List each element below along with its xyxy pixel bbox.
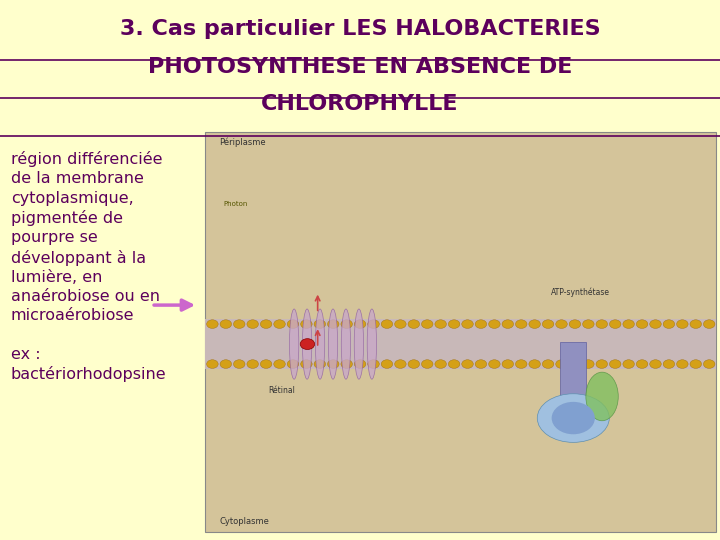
- Circle shape: [395, 360, 406, 368]
- Circle shape: [570, 320, 581, 328]
- Circle shape: [623, 360, 634, 368]
- Ellipse shape: [367, 309, 377, 379]
- Circle shape: [314, 360, 325, 368]
- Circle shape: [703, 320, 715, 328]
- Circle shape: [395, 320, 406, 328]
- Circle shape: [435, 320, 446, 328]
- Ellipse shape: [552, 402, 595, 434]
- Ellipse shape: [289, 309, 299, 379]
- Circle shape: [677, 320, 688, 328]
- Circle shape: [542, 320, 554, 328]
- Circle shape: [328, 360, 339, 368]
- Circle shape: [435, 360, 446, 368]
- Circle shape: [570, 360, 581, 368]
- Circle shape: [287, 320, 299, 328]
- Circle shape: [542, 360, 554, 368]
- Circle shape: [462, 320, 473, 328]
- Circle shape: [274, 360, 285, 368]
- Circle shape: [556, 320, 567, 328]
- Circle shape: [233, 320, 245, 328]
- Circle shape: [502, 360, 513, 368]
- Circle shape: [314, 320, 325, 328]
- Ellipse shape: [354, 309, 364, 379]
- Text: Rétinal: Rétinal: [269, 386, 295, 395]
- Circle shape: [354, 360, 366, 368]
- Circle shape: [220, 360, 232, 368]
- Circle shape: [703, 360, 715, 368]
- Circle shape: [475, 320, 487, 328]
- Text: Cytoplasme: Cytoplasme: [220, 517, 269, 526]
- Circle shape: [690, 360, 701, 368]
- Text: Photon: Photon: [224, 201, 248, 207]
- Circle shape: [287, 360, 299, 368]
- Circle shape: [663, 320, 675, 328]
- Circle shape: [516, 320, 527, 328]
- Circle shape: [301, 360, 312, 368]
- Text: CHLOROPHYLLE: CHLOROPHYLLE: [261, 94, 459, 114]
- Circle shape: [489, 320, 500, 328]
- Circle shape: [207, 360, 218, 368]
- Circle shape: [609, 360, 621, 368]
- Circle shape: [475, 360, 487, 368]
- Circle shape: [663, 360, 675, 368]
- Circle shape: [421, 360, 433, 368]
- Circle shape: [354, 320, 366, 328]
- Circle shape: [220, 320, 232, 328]
- Bar: [560, 342, 586, 407]
- Circle shape: [609, 320, 621, 328]
- Circle shape: [677, 360, 688, 368]
- Text: 3. Cas particulier LES HALOBACTERIES: 3. Cas particulier LES HALOBACTERIES: [120, 19, 600, 39]
- Circle shape: [341, 360, 352, 368]
- Text: ATP-synthétase: ATP-synthétase: [551, 288, 610, 297]
- Circle shape: [516, 360, 527, 368]
- Circle shape: [247, 320, 258, 328]
- Circle shape: [462, 360, 473, 368]
- Circle shape: [596, 360, 608, 368]
- Circle shape: [449, 360, 460, 368]
- Circle shape: [368, 360, 379, 368]
- Bar: [205, 319, 716, 369]
- Circle shape: [556, 360, 567, 368]
- Circle shape: [381, 320, 392, 328]
- Ellipse shape: [341, 309, 351, 379]
- Circle shape: [449, 320, 460, 328]
- Circle shape: [623, 320, 634, 328]
- Circle shape: [421, 320, 433, 328]
- Circle shape: [247, 360, 258, 368]
- Circle shape: [649, 320, 661, 328]
- Text: Périplasme: Périplasme: [220, 138, 266, 147]
- Circle shape: [381, 360, 392, 368]
- Circle shape: [649, 360, 661, 368]
- Circle shape: [596, 320, 608, 328]
- Circle shape: [502, 320, 513, 328]
- Circle shape: [582, 320, 594, 328]
- Circle shape: [261, 360, 272, 368]
- Ellipse shape: [537, 394, 609, 442]
- Circle shape: [233, 360, 245, 368]
- Circle shape: [301, 320, 312, 328]
- Circle shape: [582, 360, 594, 368]
- Circle shape: [408, 320, 420, 328]
- Circle shape: [300, 339, 315, 349]
- Text: région différenciée
de la membrane
cytoplasmique,
pigmentée de
pourpre se
dévelo: région différenciée de la membrane cytop…: [11, 151, 166, 382]
- Ellipse shape: [315, 309, 325, 379]
- Circle shape: [328, 320, 339, 328]
- Ellipse shape: [302, 309, 312, 379]
- Circle shape: [529, 360, 541, 368]
- Circle shape: [636, 320, 648, 328]
- Circle shape: [261, 320, 272, 328]
- Circle shape: [274, 320, 285, 328]
- Circle shape: [207, 320, 218, 328]
- Ellipse shape: [586, 372, 618, 421]
- Circle shape: [341, 320, 352, 328]
- Circle shape: [636, 360, 648, 368]
- Circle shape: [368, 320, 379, 328]
- Ellipse shape: [328, 309, 338, 379]
- Text: PHOTOSYNTHESE EN ABSENCE DE: PHOTOSYNTHESE EN ABSENCE DE: [148, 57, 572, 77]
- Circle shape: [489, 360, 500, 368]
- Circle shape: [408, 360, 420, 368]
- Circle shape: [690, 320, 701, 328]
- Circle shape: [529, 320, 541, 328]
- Bar: [205, 132, 716, 532]
